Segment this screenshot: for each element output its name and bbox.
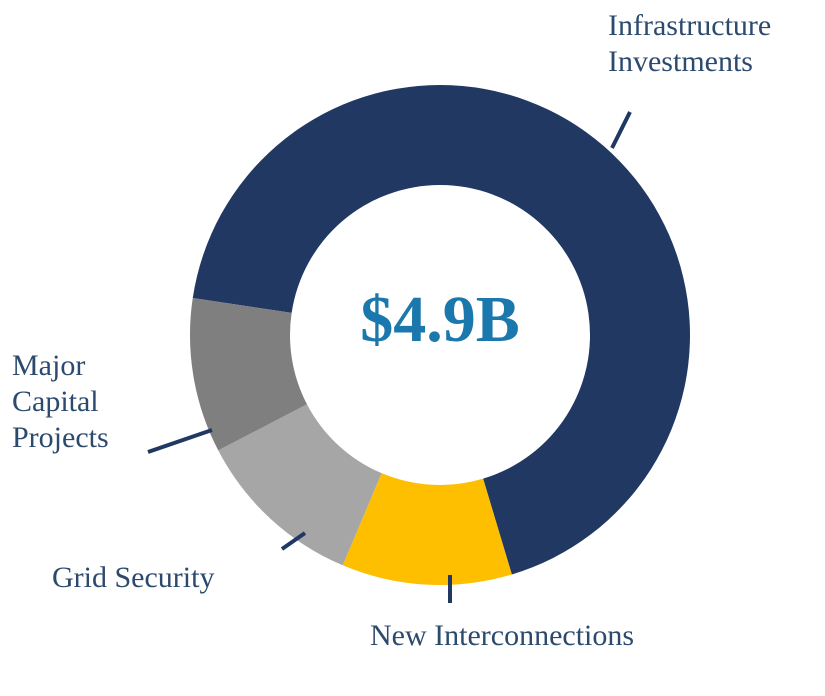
- slice-label: New Interconnections: [370, 619, 635, 652]
- leader-line: [147, 428, 213, 454]
- donut-slice: [342, 473, 512, 586]
- slice-label: Infrastructure Investments: [608, 9, 772, 78]
- slice-label: Grid Security: [52, 561, 215, 594]
- donut-slice: [190, 298, 307, 451]
- slice-label: Major Capital Projects: [12, 349, 109, 454]
- donut-slice: [192, 85, 690, 575]
- leader-line: [280, 531, 307, 551]
- leader-line: [610, 111, 632, 149]
- leader-lines: [147, 111, 632, 603]
- center-label: $4.9B: [360, 283, 520, 356]
- donut-slice: [218, 404, 382, 566]
- slices: [190, 85, 690, 586]
